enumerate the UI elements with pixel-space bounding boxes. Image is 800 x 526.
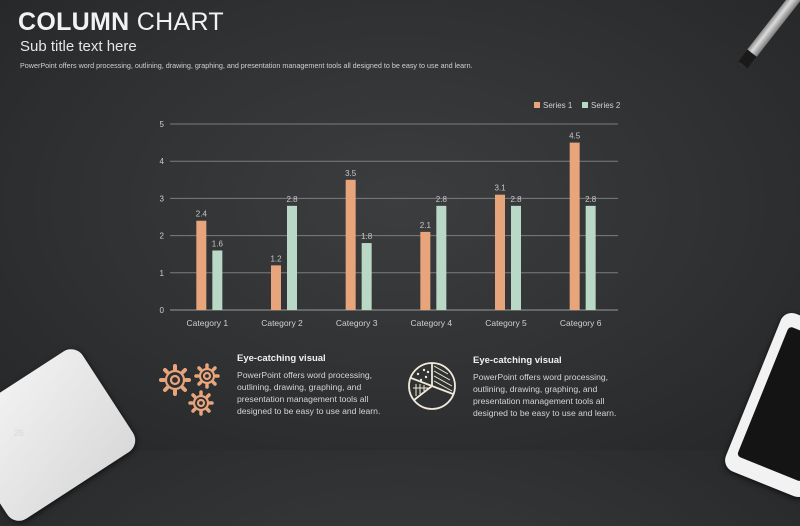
data-label: 2.1 (420, 221, 432, 230)
bar-1-5 (495, 194, 505, 310)
legend-swatch-2 (582, 102, 588, 108)
y-tick-label: 4 (160, 157, 165, 166)
legend-label-2: Series 2 (591, 101, 621, 110)
data-label: 2.8 (286, 195, 298, 204)
x-tick-label: Category 5 (485, 318, 527, 328)
data-label: 1.8 (361, 232, 373, 241)
pie-chart-icon (408, 362, 456, 410)
y-tick-label: 1 (160, 269, 165, 278)
page-description: PowerPoint offers word processing, outli… (20, 61, 473, 70)
bar-2-3 (361, 243, 372, 310)
bar-2-1 (212, 250, 223, 310)
y-tick-label: 0 (160, 306, 165, 315)
y-tick-label: 2 (160, 232, 165, 241)
x-tick-label: Category 1 (187, 318, 229, 328)
data-label: 2.8 (585, 195, 597, 204)
bar-2-4 (436, 205, 447, 310)
legend-swatch-1 (534, 102, 540, 108)
page-number: 26 (14, 428, 25, 438)
data-label: 2.4 (196, 210, 208, 219)
data-label: 4.5 (569, 132, 581, 141)
gears-icon (159, 363, 220, 416)
feature-2-title: Eye-catching visual (473, 355, 562, 366)
y-tick-label: 5 (160, 120, 165, 129)
page-subtitle: Sub title text here (20, 38, 137, 55)
x-tick-label: Category 4 (411, 318, 453, 328)
data-label: 1.6 (212, 239, 224, 248)
bar-2-6 (585, 205, 596, 310)
x-tick-label: Category 6 (560, 318, 602, 328)
feature-2-text: PowerPoint offers word processing, outli… (473, 372, 617, 418)
bar-1-6 (569, 142, 580, 310)
bar-2-2 (287, 205, 297, 310)
legend-label-1: Series 1 (543, 101, 573, 110)
bar-1-2 (271, 265, 281, 310)
feature-1-title: Eye-catching visual (237, 353, 326, 364)
data-label: 2.8 (436, 195, 448, 204)
bar-1-4 (420, 231, 431, 310)
data-label: 2.8 (510, 195, 522, 204)
feature-1-text: PowerPoint offers word processing, outli… (237, 370, 381, 416)
column-chart: 0 1 2 3 4 5 2.4 1.6 Category 1 1.2 2.8 Category 2 3.… (160, 101, 621, 328)
data-label: 3.1 (494, 184, 506, 193)
x-tick-label: Category 3 (336, 318, 378, 328)
bar-1-3 (345, 179, 356, 310)
bar-1-1 (196, 220, 207, 310)
data-label: 1.2 (270, 254, 282, 263)
bar-2-5 (511, 205, 521, 310)
x-tick-label: Category 2 (261, 318, 303, 328)
page-title: COLUMN CHART (18, 8, 224, 36)
data-label: 3.5 (345, 169, 357, 178)
y-tick-label: 3 (160, 194, 165, 203)
